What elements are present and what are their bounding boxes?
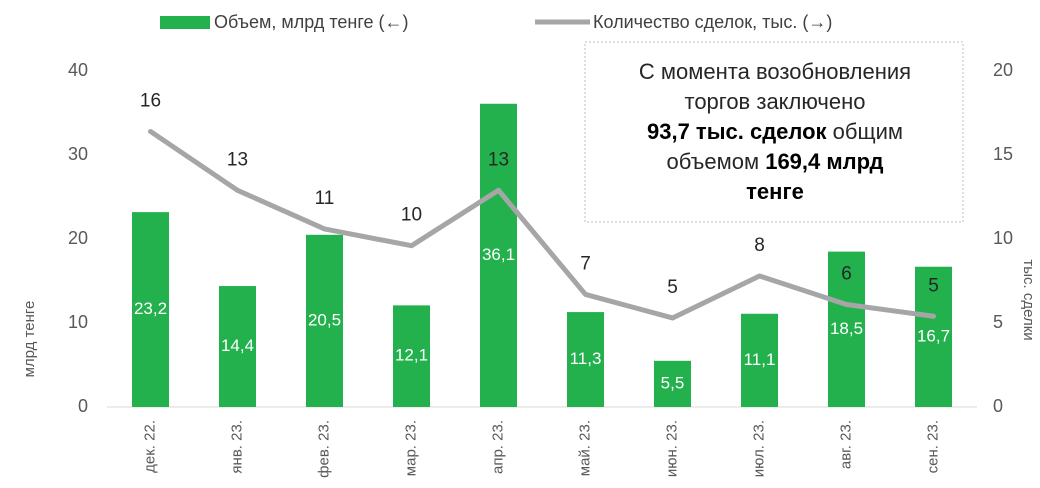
line-value-label: 8	[754, 235, 765, 256]
bar-value-label: 20,5	[308, 310, 341, 329]
annotation-line: С момента возобновления	[639, 59, 911, 84]
x-tick-label: май. 23.	[576, 420, 593, 476]
bar	[654, 360, 691, 407]
y2-tick-label: 0	[993, 396, 1003, 416]
y-tick-label: 40	[68, 60, 88, 80]
annotation-text: С момента возобновления	[639, 59, 911, 84]
bar-value-label: 12,1	[395, 346, 428, 365]
bar	[915, 266, 952, 407]
y-tick-label: 30	[68, 144, 88, 164]
line-value-label: 5	[667, 277, 678, 298]
bar-value-label: 14,4	[221, 336, 254, 355]
y2-axis-label: тыс. сделки	[1020, 259, 1037, 340]
annotation-line: торгов заключено	[684, 89, 865, 114]
bar	[219, 286, 256, 407]
line-value-label: 16	[140, 90, 161, 111]
bar	[741, 313, 778, 407]
x-tick-label: янв. 23.	[228, 420, 245, 474]
y-tick-label: 20	[68, 228, 88, 248]
bar-value-label: 5,5	[661, 373, 685, 392]
y-tick-label: 10	[68, 312, 88, 332]
annotation-text: 93,7 тыс. сделок	[647, 119, 828, 144]
line-value-label: 11	[315, 188, 335, 209]
x-tick-label: фев. 23.	[315, 420, 332, 478]
bar-value-label: 11,1	[744, 350, 776, 369]
line-value-label: 13	[488, 149, 509, 170]
legend-label: Количество сделок, тыс. (→)	[593, 12, 832, 32]
bar	[132, 212, 169, 407]
annotation-box	[584, 41, 964, 223]
annotation-text: общим	[827, 119, 903, 144]
y-tick-label: 0	[78, 396, 88, 416]
annotation-line: 93,7 тыс. сделок общим	[647, 119, 903, 144]
line-value-label: 10	[401, 205, 422, 226]
line	[148, 128, 936, 321]
annotation-text: торгов заключено	[684, 89, 865, 114]
legend-swatch	[160, 16, 210, 29]
bar	[306, 234, 343, 407]
bar-value-label: 18,5	[830, 319, 863, 338]
bar-value-label: 16,7	[917, 326, 950, 345]
bar	[828, 251, 865, 407]
annotation-line: объемом 169,4 млрд	[667, 149, 884, 174]
x-tick-label: дек. 22.	[141, 420, 158, 473]
y2-tick-label: 20	[993, 60, 1013, 80]
x-tick-label: мар. 23.	[402, 420, 419, 476]
annotation-line: тенге	[746, 179, 804, 204]
line-value-label: 6	[841, 264, 852, 285]
bar-value-label: 23,2	[134, 299, 167, 318]
line-value-label: 7	[580, 253, 591, 274]
legend-label: Объем, млрд тенге (←)	[214, 12, 409, 32]
annotation-text: объемом	[667, 149, 766, 174]
x-tick-label: апр. 23.	[489, 420, 506, 474]
bar-value-label: 11,3	[570, 349, 602, 368]
bar-value-label: 36,1	[482, 245, 515, 264]
y-axis-label: млрд тенге	[21, 301, 38, 378]
y2-tick-label: 15	[993, 144, 1013, 164]
y2-tick-label: 10	[993, 228, 1013, 248]
bar	[393, 305, 430, 407]
bar	[567, 312, 604, 407]
annotation-text: 169,4 млрд	[765, 149, 883, 174]
x-tick-label: сен. 23.	[924, 420, 941, 473]
line-value-label: 5	[928, 275, 939, 296]
x-tick-label: июн. 23.	[663, 420, 680, 477]
bar	[480, 103, 517, 407]
y2-tick-label: 5	[993, 312, 1003, 332]
x-tick-label: июл. 23.	[750, 420, 767, 477]
x-tick-label: авг. 23.	[837, 420, 854, 469]
annotation-text: тенге	[746, 179, 804, 204]
line-value-label: 13	[227, 149, 248, 170]
